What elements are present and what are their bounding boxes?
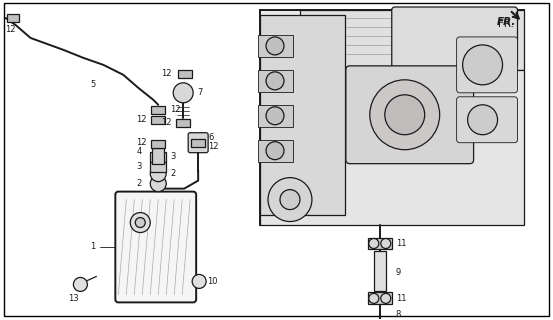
Bar	[176, 119, 190, 127]
Circle shape	[173, 83, 193, 103]
Text: 3: 3	[170, 152, 176, 161]
Circle shape	[381, 293, 391, 303]
Circle shape	[370, 80, 440, 150]
Text: 13: 13	[69, 294, 79, 303]
Bar	[152, 106, 165, 114]
Bar	[368, 292, 392, 304]
Bar	[374, 252, 386, 292]
Text: 12: 12	[208, 142, 218, 151]
Text: 12: 12	[136, 138, 147, 147]
Text: 2: 2	[136, 179, 142, 188]
FancyBboxPatch shape	[392, 7, 518, 68]
Bar	[368, 237, 392, 250]
Text: 6: 6	[208, 133, 213, 142]
Circle shape	[266, 72, 284, 90]
Circle shape	[266, 37, 284, 55]
Bar	[258, 70, 293, 92]
Text: 12: 12	[170, 105, 181, 114]
Text: 8: 8	[396, 310, 401, 319]
Text: 10: 10	[207, 277, 218, 286]
Bar	[260, 10, 524, 225]
Circle shape	[74, 277, 87, 292]
Text: 11: 11	[396, 294, 406, 303]
Bar	[260, 15, 345, 215]
FancyBboxPatch shape	[116, 192, 196, 302]
Text: 4: 4	[136, 147, 142, 156]
Circle shape	[266, 142, 284, 160]
Text: 7: 7	[197, 88, 202, 97]
Bar	[152, 140, 165, 148]
FancyBboxPatch shape	[457, 37, 518, 93]
Circle shape	[369, 293, 379, 303]
Text: FR.: FR.	[498, 19, 514, 29]
Circle shape	[135, 218, 145, 228]
Text: 3: 3	[136, 162, 142, 171]
Text: 1: 1	[90, 243, 96, 252]
Text: 12: 12	[161, 118, 172, 127]
Bar	[152, 116, 165, 124]
Circle shape	[463, 45, 503, 85]
Bar	[191, 139, 205, 147]
Bar	[258, 35, 293, 57]
Circle shape	[280, 190, 300, 210]
Bar	[258, 140, 293, 162]
Bar	[178, 70, 192, 78]
Text: FR.: FR.	[497, 17, 516, 27]
Circle shape	[131, 212, 150, 233]
FancyBboxPatch shape	[457, 97, 518, 143]
Circle shape	[192, 275, 206, 288]
Text: 2: 2	[170, 169, 175, 178]
Text: 9: 9	[396, 268, 401, 277]
Bar	[7, 14, 18, 22]
Bar	[152, 148, 164, 164]
Circle shape	[150, 176, 166, 192]
Text: 12: 12	[6, 25, 16, 35]
Bar	[300, 10, 524, 70]
Circle shape	[266, 107, 284, 125]
Circle shape	[268, 178, 312, 221]
Circle shape	[150, 166, 166, 182]
Bar	[258, 105, 293, 127]
Text: 12: 12	[161, 69, 172, 78]
FancyBboxPatch shape	[188, 133, 208, 153]
Circle shape	[468, 105, 498, 135]
Circle shape	[369, 238, 379, 249]
Bar	[260, 70, 524, 225]
Bar	[150, 152, 166, 162]
FancyBboxPatch shape	[346, 66, 473, 164]
Circle shape	[381, 238, 391, 249]
Text: 11: 11	[396, 239, 406, 248]
Text: 5: 5	[90, 80, 96, 89]
Circle shape	[385, 95, 425, 135]
Text: 12: 12	[136, 115, 147, 124]
Bar	[150, 162, 166, 172]
